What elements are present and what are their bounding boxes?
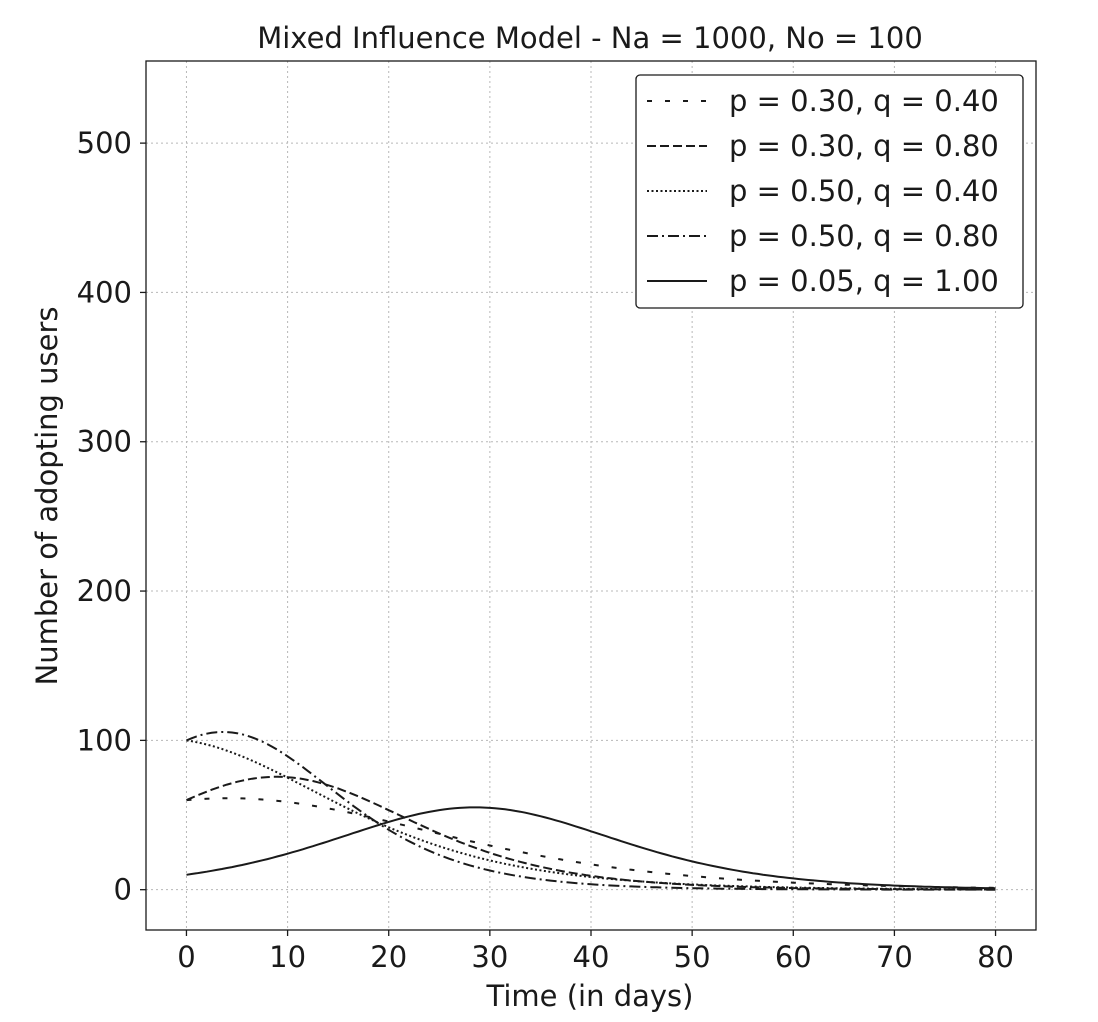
legend-label: p = 0.05, q = 1.00	[729, 264, 999, 298]
y-tick-label: 0	[114, 873, 132, 907]
x-tick-label: 0	[177, 940, 195, 974]
x-tick-label: 20	[370, 940, 407, 974]
series-line	[186, 730, 996, 891]
x-tick-label: 70	[876, 940, 913, 974]
x-tick-label: 40	[573, 940, 610, 974]
x-tick-label: 60	[775, 940, 812, 974]
x-axis-label: Time (in days)	[486, 979, 694, 1013]
legend: p = 0.30, q = 0.40 p = 0.30, q = 0.80 p = …	[635, 74, 1024, 309]
x-tick-label: 30	[471, 940, 508, 974]
legend-label: p = 0.50, q = 0.80	[729, 219, 999, 253]
legend-label: p = 0.30, q = 0.80	[729, 129, 999, 163]
series-layer	[186, 730, 996, 891]
y-tick-label: 300	[77, 425, 132, 459]
y-axis-label: Number of adopting users	[30, 306, 64, 685]
legend-box	[635, 74, 1024, 309]
ticks: 0 10 20 30 40 50 60 70 80 0 100 200 300 400 500	[77, 126, 1014, 974]
series-line	[186, 806, 996, 890]
y-tick-label: 500	[77, 126, 132, 160]
chart-title: Mixed Influence Model - Na = 1000, No = …	[257, 21, 923, 55]
legend-label: p = 0.30, q = 0.40	[729, 84, 999, 118]
y-tick-label: 400	[77, 275, 132, 309]
x-tick-label: 80	[977, 940, 1014, 974]
x-tick-label: 10	[269, 940, 306, 974]
x-tick-label: 50	[674, 940, 711, 974]
legend-label: p = 0.50, q = 0.40	[729, 174, 999, 208]
y-tick-label: 100	[77, 723, 132, 757]
y-tick-label: 200	[77, 574, 132, 608]
